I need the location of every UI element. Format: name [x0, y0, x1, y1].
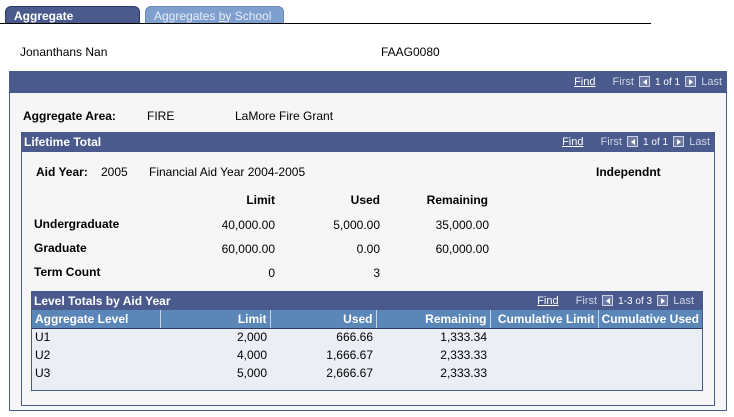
remaining-header: Remaining: [426, 193, 488, 207]
level-totals-grid: Level Totals by Aid Year Find First 1-3 …: [31, 291, 703, 391]
previous-arrow-icon[interactable]: [638, 75, 650, 87]
col-remaining[interactable]: Remaining: [376, 310, 491, 329]
col-cumulative-limit[interactable]: Cumulative Limit: [490, 310, 599, 329]
term-count-label: Term Count: [34, 265, 101, 279]
level-totals-nav: Find First 1-3 of 3 Last: [537, 292, 694, 310]
dependency-status: Independnt: [596, 165, 661, 179]
graduate-used: 0.00: [356, 242, 380, 256]
tab-label-accesskey: b: [218, 9, 226, 23]
cell-limit: 4,000: [236, 348, 267, 362]
find-link[interactable]: Find: [537, 295, 559, 307]
outer-nav: Find First 1 of 1 Last: [574, 72, 722, 93]
cell-used: 2,666.67: [326, 366, 373, 380]
row-count: 1 of 1: [643, 137, 669, 148]
col-limit[interactable]: Limit: [160, 310, 271, 329]
lifetime-total-panel: Lifetime Total Find First 1 of 1 Last Ai…: [21, 132, 715, 406]
cell-cumulative-used: [598, 346, 702, 364]
next-arrow-icon[interactable]: [685, 75, 697, 87]
student-id: FAAG0080: [381, 45, 440, 59]
col-cumulative-used[interactable]: Cumulative Used: [598, 310, 702, 329]
lifetime-title-text: Lifetime Total: [24, 135, 102, 149]
graduate-limit: 60,000.00: [221, 242, 275, 256]
limit-header: Limit: [246, 193, 275, 207]
col-aggregate-level[interactable]: Aggregate Level: [32, 310, 161, 329]
aid-year-label: Aid Year:: [36, 165, 88, 179]
row-count: 1-3 of 3: [618, 296, 653, 307]
cell-level: U1: [35, 330, 51, 345]
last-label: Last: [673, 295, 694, 307]
last-label: Last: [701, 76, 722, 88]
first-label: First: [600, 136, 622, 148]
cell-cumulative-used: [598, 364, 702, 382]
first-label: First: [612, 76, 634, 88]
cell-used: 1,666.67: [326, 348, 373, 362]
col-used[interactable]: Used: [270, 310, 377, 329]
panel-header-bar: Find First 1 of 1 Last: [10, 72, 726, 93]
row-count: 1 of 1: [655, 77, 681, 88]
term-count-limit: 0: [268, 266, 275, 280]
first-label: First: [575, 295, 598, 307]
table-row: U3 5,000 2,666.67 2,333.33: [32, 364, 702, 382]
previous-arrow-icon[interactable]: [626, 135, 638, 147]
graduate-remaining: 60,000.00: [435, 242, 489, 256]
level-totals-table: Aggregate Level Limit Used Remaining Cum…: [32, 310, 702, 382]
next-arrow-icon[interactable]: [673, 135, 685, 147]
cell-remaining: 2,333.33: [440, 348, 487, 362]
lifetime-nav: Find First 1 of 1 Last: [562, 133, 710, 152]
cell-cumulative-limit: [490, 346, 598, 364]
next-arrow-icon[interactable]: [657, 294, 669, 306]
undergraduate-limit: 40,000.00: [221, 218, 275, 232]
cell-remaining: 2,333.33: [440, 366, 487, 380]
table-row: U2 4,000 1,666.67 2,333.33: [32, 346, 702, 364]
table-header-row: Aggregate Level Limit Used Remaining Cum…: [32, 310, 702, 329]
find-link[interactable]: Find: [574, 76, 596, 88]
aid-year-value: 2005: [101, 165, 128, 179]
aggregate-area-panel: Find First 1 of 1 Last Aggregate Area: F…: [9, 71, 727, 411]
last-label: Last: [689, 136, 710, 148]
tab-aggregate-summary[interactable]: Aggregate Summary: [5, 6, 140, 41]
undergraduate-label: Undergraduate: [34, 217, 120, 231]
cell-cumulative-used: [598, 328, 702, 346]
level-totals-title-text: Level Totals by Aid Year: [34, 294, 171, 308]
level-totals-title: Level Totals by Aid Year Find First 1-3 …: [32, 292, 702, 310]
graduate-label: Graduate: [34, 241, 87, 255]
cell-cumulative-limit: [490, 328, 598, 346]
tab-label-post: y School: [225, 9, 272, 23]
aggregate-area-code: FIRE: [147, 109, 175, 123]
student-name: Jonanthans Nan: [20, 45, 108, 59]
aid-year-description: Financial Aid Year 2004-2005: [149, 165, 306, 179]
find-link[interactable]: Find: [562, 136, 584, 148]
aggregate-area-description: LaMore Fire Grant: [235, 109, 334, 123]
cell-level: U2: [35, 348, 51, 362]
term-count-used: 3: [373, 266, 380, 280]
tab-label-pre: Aggregates: [154, 9, 219, 23]
table-row: U1 2,000 666.66 1,333.34: [32, 328, 702, 346]
cell-level: U3: [35, 366, 51, 380]
lifetime-total-title: Lifetime Total Find First 1 of 1 Last: [22, 133, 714, 152]
used-header: Used: [350, 193, 380, 207]
undergraduate-remaining: 35,000.00: [435, 218, 489, 232]
previous-arrow-icon[interactable]: [602, 294, 614, 306]
cell-limit: 5,000: [236, 366, 267, 380]
undergraduate-used: 5,000.00: [333, 218, 380, 232]
cell-remaining: 1,333.34: [440, 330, 487, 345]
cell-used: 666.66: [336, 330, 373, 345]
cell-cumulative-limit: [490, 364, 598, 382]
cell-limit: 2,000: [236, 330, 267, 345]
tab-aggregates-by-school[interactable]: Aggregates by School: [145, 6, 284, 24]
aggregate-area-label: Aggregate Area:: [23, 109, 116, 123]
tab-divider: [0, 23, 651, 24]
